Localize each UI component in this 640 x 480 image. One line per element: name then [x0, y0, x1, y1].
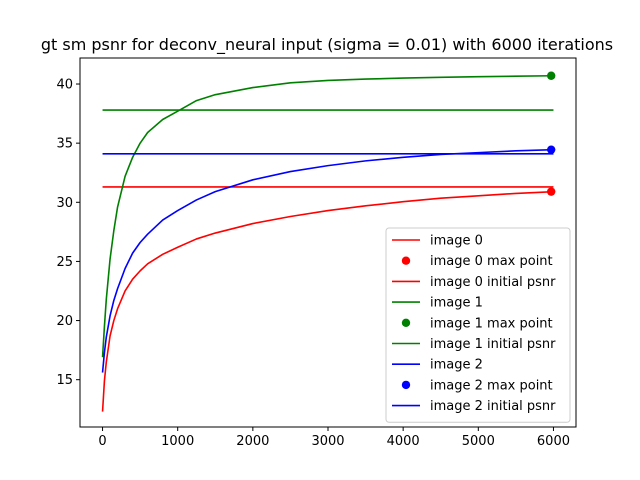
image-1-legend-label: image 1 [430, 296, 483, 311]
image-0-max-point-legend-label: image 0 max point [430, 254, 553, 269]
y-tick-label: 25 [56, 255, 73, 270]
image-0-legend-label: image 0 [430, 234, 483, 249]
image-1-initial-psnr-legend-label: image 1 initial psnr [430, 337, 556, 352]
image-2-max-point-legend-marker [401, 380, 411, 390]
image-1-max-point-marker [547, 71, 556, 80]
image-2-max-point-marker [547, 145, 556, 154]
image-0-max-point-legend-marker [401, 256, 411, 265]
image-2-legend-label: image 2 [430, 358, 483, 373]
series-layer [101, 71, 556, 412]
x-tick-label: 2000 [236, 434, 269, 449]
x-tick-label: 3000 [311, 434, 344, 449]
axes-layer: 0 1000 2000 3000 4000 5000 6000 15 20 25 30 35 40 [56, 57, 577, 449]
x-tick-label: 5000 [462, 434, 495, 449]
y-tick-label: 40 [56, 78, 73, 93]
y-tick-label: 30 [56, 196, 73, 211]
image-0-line [101, 190, 554, 412]
image-0-initial-psnr-legend-label: image 0 initial psnr [430, 275, 556, 290]
x-tick-label: 0 [98, 434, 106, 449]
image-1-max-point-legend-label: image 1 max point [430, 316, 553, 331]
x-tick-label: 1000 [161, 434, 194, 449]
chart-title: gt sm psnr for deconv_neural input (sigm… [41, 35, 613, 55]
image-2-line [101, 148, 554, 373]
image-2-max-point-legend-label: image 2 max point [430, 378, 553, 393]
image-0-max-point-marker [547, 187, 556, 196]
y-tick-label: 35 [56, 137, 73, 152]
x-tick-label: 6000 [537, 434, 570, 449]
legend: image 0 image 0 max point image 0 initial … [385, 227, 571, 423]
image-1-max-point-legend-marker [401, 318, 411, 327]
x-tick-label: 4000 [387, 434, 420, 449]
image-2-initial-psnr-legend-label: image 2 initial psnr [430, 399, 556, 414]
y-tick-label: 20 [56, 314, 73, 329]
y-tick-label: 15 [56, 373, 73, 388]
image-1-line [101, 74, 554, 358]
legend-box [385, 227, 571, 423]
